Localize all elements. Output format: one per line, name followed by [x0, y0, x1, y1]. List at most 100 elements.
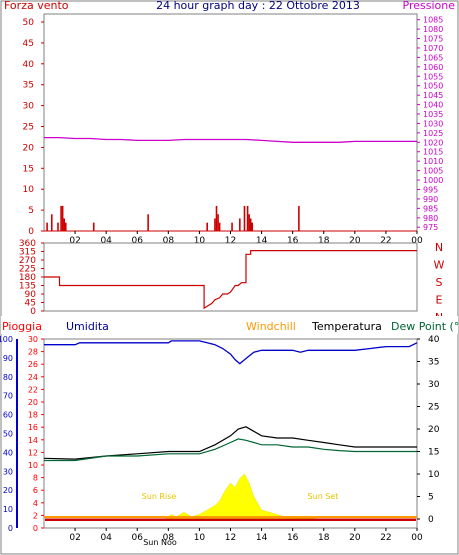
rain-label: Pioggia [2, 320, 42, 333]
humidity-tick-label: 30 [3, 467, 13, 476]
rain-tick-label: 26 [28, 360, 38, 369]
x-tick-label: 20 [349, 236, 361, 246]
humidity-tick-label: 60 [3, 411, 13, 420]
x-tick-label: 18 [318, 533, 330, 543]
temperature-humidity-chart: 0102030405060708090100024681012141618202… [0, 335, 440, 543]
direction-tick-label: 0 [30, 307, 36, 317]
temperature-tick-label: 0 [428, 515, 434, 525]
x-tick-label: 00 [411, 236, 423, 246]
graph-title: 24 hour graph day : 22 Ottobre 2013 [156, 0, 360, 12]
temperature-label: Temperatura [311, 320, 382, 333]
x-tick-label: 00 [411, 533, 423, 543]
rain-tick-label: 6 [33, 486, 38, 495]
humidity-tick-label: 70 [3, 392, 13, 401]
rain-tick-label: 24 [28, 373, 38, 382]
sun-rise-annotation: Sun Rise [142, 492, 177, 501]
dewpoint-line [44, 438, 417, 462]
temperature-tick-label: 10 [428, 470, 440, 480]
compass-label: N [435, 241, 443, 254]
direction-tick-label: 180 [19, 273, 36, 283]
y-right-tick-label: 985 [423, 204, 438, 213]
humidity-tick-label: 10 [3, 505, 13, 514]
y-right-tick-label: 1055 [423, 72, 443, 81]
windchill-label: Windchill [246, 320, 296, 333]
y-left-tick-label: 35 [23, 81, 34, 91]
rain-tick-label: 4 [33, 499, 38, 508]
y-right-tick-label: 980 [423, 214, 438, 223]
rain-tick-label: 30 [28, 335, 38, 344]
humidity-tick-label: 20 [3, 486, 13, 495]
humidity-tick-label: 80 [3, 373, 13, 382]
x-tick-label: 14 [256, 533, 268, 543]
sun-noon-annotation: Sun Noo [143, 538, 177, 547]
pressure-label: Pressione [403, 0, 456, 12]
y-right-tick-label: 1080 [423, 25, 443, 34]
rain-tick-label: 20 [28, 398, 38, 407]
y-left-tick-label: 0 [28, 227, 34, 237]
y-right-tick-label: 1005 [423, 167, 443, 176]
x-tick-label: 16 [287, 533, 299, 543]
direction-tick-label: 360 [19, 239, 36, 249]
y-right-tick-label: 1085 [423, 16, 443, 25]
y-left-tick-label: 5 [28, 206, 34, 216]
direction-tick-label: 315 [19, 248, 36, 258]
y-left-tick-label: 40 [23, 60, 35, 70]
temperature-line [43, 426, 417, 460]
humidity-tick-label: 50 [3, 430, 13, 439]
wind-direction-plot-frame [43, 242, 418, 312]
temperature-tick-label: 20 [428, 425, 440, 435]
y-left-tick-label: 20 [23, 143, 35, 153]
x-tick-label: 04 [100, 533, 112, 543]
x-tick-label: 08 [163, 533, 175, 543]
y-right-tick-label: 1045 [423, 91, 443, 100]
y-right-tick-label: 1025 [423, 129, 443, 138]
x-tick-label: 04 [100, 236, 112, 246]
rain-tick-label: 8 [33, 474, 38, 483]
dewpoint-label: Dew Point (°C [391, 320, 459, 333]
x-tick-label: 18 [318, 236, 330, 246]
temperature-tick-label: 40 [428, 335, 440, 345]
x-tick-label: 06 [132, 236, 144, 246]
y-left-tick-label: 15 [23, 164, 34, 174]
y-right-tick-label: 1065 [423, 53, 443, 62]
y-right-tick-label: 990 [423, 195, 438, 204]
rain-tick-label: 2 [33, 511, 38, 520]
y-right-tick-label: 1020 [423, 138, 443, 147]
bottom-header-bar [1, 316, 458, 334]
y-right-tick-label: 995 [423, 185, 438, 194]
temperature-tick-label: 35 [428, 358, 439, 368]
y-left-tick-label: 45 [23, 39, 34, 49]
x-tick-label: 10 [194, 533, 206, 543]
y-left-tick-label: 30 [23, 102, 35, 112]
y-right-tick-label: 1035 [423, 110, 443, 119]
compass-label: E [436, 294, 443, 307]
rain-tick-label: 12 [28, 448, 38, 457]
y-left-tick-label: 10 [23, 185, 35, 195]
direction-tick-label: 45 [25, 299, 36, 309]
y-right-tick-label: 1000 [423, 176, 443, 185]
y-right-tick-label: 1075 [423, 35, 443, 44]
y-right-tick-label: 1070 [423, 44, 443, 53]
humidity-tick-label: 90 [3, 354, 13, 363]
x-tick-label: 22 [380, 533, 391, 543]
humidity-tick-label: 40 [3, 448, 13, 457]
sun-set-annotation: Sun Set [308, 492, 339, 501]
direction-tick-label: 225 [19, 265, 36, 275]
y-right-tick-label: 1010 [423, 157, 443, 166]
temperature-tick-label: 15 [428, 448, 439, 458]
wind-pressure-chart: 0510152025303540455097598098599099510001… [23, 16, 444, 246]
y-left-tick-label: 50 [23, 18, 35, 28]
compass-label: W [434, 259, 445, 272]
humidity-line [44, 340, 418, 365]
rain-tick-label: 22 [28, 385, 38, 394]
temperature-tick-label: 25 [428, 403, 439, 413]
temperature-tick-label: 30 [428, 380, 440, 390]
x-tick-label: 10 [194, 236, 206, 246]
rain-bar [45, 518, 416, 521]
rain-tick-label: 28 [28, 348, 38, 357]
x-tick-label: 14 [256, 236, 268, 246]
x-tick-label: 02 [69, 533, 80, 543]
x-tick-label: 22 [380, 236, 391, 246]
